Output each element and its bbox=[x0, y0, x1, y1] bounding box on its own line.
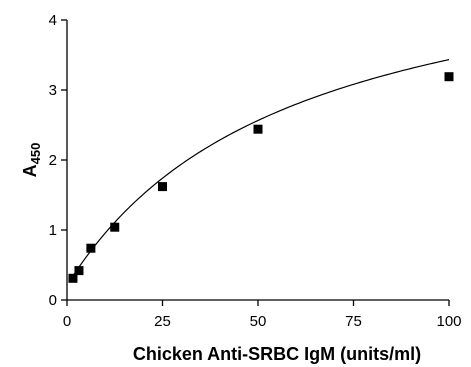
data-point bbox=[74, 266, 84, 276]
y-tick-label: 2 bbox=[49, 152, 57, 169]
x-tick-label: 100 bbox=[436, 313, 461, 330]
y-axis-title-main: A bbox=[20, 164, 40, 177]
data-point bbox=[110, 222, 120, 232]
y-axis-title: A450 bbox=[20, 143, 43, 178]
fit-curve bbox=[72, 59, 450, 277]
y-axis-title-subscript: 450 bbox=[28, 143, 43, 165]
data-point bbox=[68, 273, 78, 283]
x-tick-label: 25 bbox=[154, 313, 171, 330]
plot-area: 0 1 2 3 4 0 25 50 75 100 bbox=[49, 12, 462, 330]
y-tick-label: 4 bbox=[49, 12, 57, 29]
data-point bbox=[158, 182, 167, 192]
x-axis-title: Chicken Anti-SRBC IgM (units/ml) bbox=[133, 344, 421, 364]
data-point bbox=[444, 72, 454, 82]
y-tick-label: 1 bbox=[49, 222, 57, 239]
x-tick-label: 50 bbox=[250, 313, 267, 330]
x-tick-label: 75 bbox=[345, 313, 362, 330]
data-point bbox=[253, 124, 263, 134]
x-tick-label: 0 bbox=[63, 313, 71, 330]
data-point bbox=[86, 243, 96, 253]
y-tick-label: 3 bbox=[49, 82, 57, 99]
y-tick-label: 0 bbox=[49, 292, 57, 309]
